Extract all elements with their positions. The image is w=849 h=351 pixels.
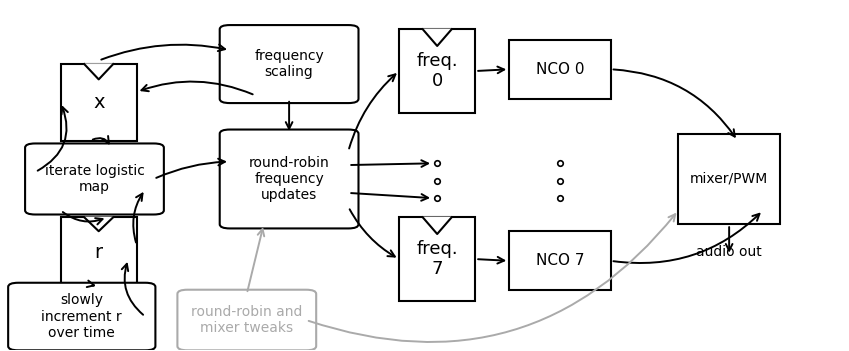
FancyBboxPatch shape	[509, 231, 610, 290]
FancyArrowPatch shape	[350, 209, 395, 257]
FancyArrowPatch shape	[351, 160, 428, 167]
Polygon shape	[84, 217, 113, 231]
FancyBboxPatch shape	[399, 29, 475, 113]
Text: slowly
increment r
over time: slowly increment r over time	[42, 293, 122, 340]
FancyBboxPatch shape	[25, 144, 164, 214]
FancyArrowPatch shape	[37, 107, 68, 171]
FancyArrowPatch shape	[63, 212, 103, 224]
FancyArrowPatch shape	[133, 193, 143, 243]
FancyArrowPatch shape	[286, 102, 292, 129]
Text: x: x	[93, 93, 104, 112]
FancyBboxPatch shape	[60, 217, 137, 287]
FancyBboxPatch shape	[8, 283, 155, 350]
FancyArrowPatch shape	[93, 136, 109, 144]
FancyArrowPatch shape	[614, 69, 734, 137]
FancyBboxPatch shape	[678, 134, 780, 224]
FancyBboxPatch shape	[509, 40, 610, 99]
FancyArrowPatch shape	[247, 229, 264, 291]
Polygon shape	[423, 217, 452, 234]
Text: frequency
scaling: frequency scaling	[254, 49, 324, 79]
Text: freq.
0: freq. 0	[416, 52, 458, 91]
Text: round-robin and
mixer tweaks: round-robin and mixer tweaks	[191, 305, 302, 335]
FancyArrowPatch shape	[101, 45, 225, 60]
FancyArrowPatch shape	[142, 81, 253, 94]
FancyArrowPatch shape	[614, 214, 760, 263]
FancyArrowPatch shape	[156, 159, 225, 178]
Text: mixer/PWM: mixer/PWM	[690, 172, 768, 186]
FancyArrowPatch shape	[478, 257, 504, 264]
Text: iterate logistic
map: iterate logistic map	[44, 164, 144, 194]
FancyArrowPatch shape	[349, 74, 396, 148]
FancyArrowPatch shape	[351, 193, 428, 201]
Polygon shape	[84, 64, 113, 79]
Text: round-robin
frequency
updates: round-robin frequency updates	[249, 156, 329, 202]
FancyBboxPatch shape	[220, 130, 358, 229]
FancyArrowPatch shape	[478, 67, 504, 73]
FancyBboxPatch shape	[220, 25, 358, 103]
FancyArrowPatch shape	[87, 280, 94, 287]
FancyBboxPatch shape	[177, 290, 316, 350]
Text: r: r	[94, 243, 103, 261]
FancyArrowPatch shape	[309, 214, 675, 342]
FancyArrowPatch shape	[726, 227, 733, 251]
FancyBboxPatch shape	[60, 64, 137, 141]
Text: freq.
7: freq. 7	[416, 240, 458, 278]
FancyBboxPatch shape	[399, 217, 475, 301]
Text: NCO 0: NCO 0	[536, 62, 584, 77]
Polygon shape	[423, 29, 452, 46]
Text: NCO 7: NCO 7	[536, 253, 584, 268]
Text: audio out: audio out	[696, 245, 762, 259]
FancyArrowPatch shape	[121, 264, 143, 315]
